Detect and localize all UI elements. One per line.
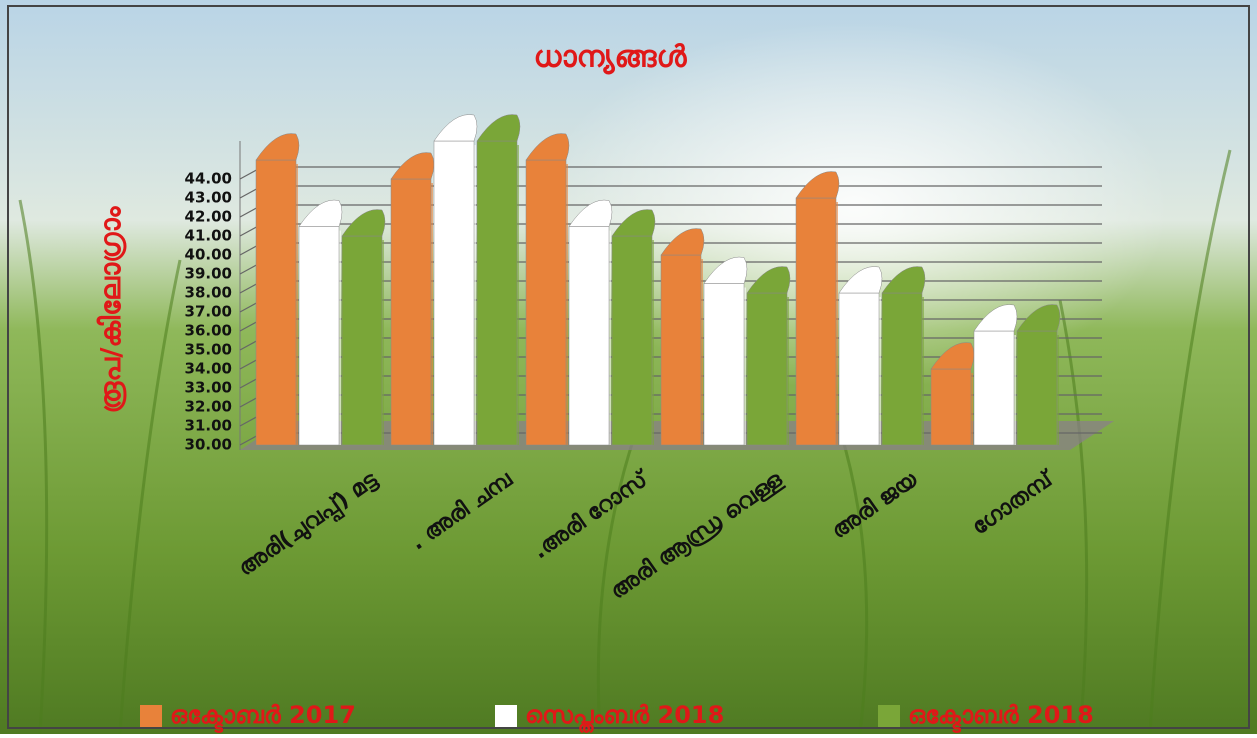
y-tick-label: 32.00 bbox=[185, 398, 232, 416]
bar-cap bbox=[611, 209, 656, 237]
y-tick-label: 44.00 bbox=[185, 170, 232, 188]
legend-swatch bbox=[878, 705, 900, 727]
y-tick-label: 34.00 bbox=[185, 360, 232, 378]
y-axis-label: രൂപ/കിലോഗ്രാം bbox=[94, 205, 127, 413]
bar-cap bbox=[476, 114, 521, 142]
bar bbox=[525, 159, 567, 446]
bar-cap bbox=[881, 266, 926, 294]
legend-swatch bbox=[495, 705, 517, 727]
bar-cap bbox=[568, 199, 613, 227]
y-tick-label: 39.00 bbox=[185, 265, 232, 283]
y-tick-label: 40.00 bbox=[185, 246, 232, 264]
legend-label: ഒക്ടോബർ 2017 bbox=[170, 701, 356, 734]
bar-cap bbox=[525, 133, 570, 161]
bar bbox=[433, 140, 475, 446]
bar bbox=[1016, 330, 1058, 446]
grass bbox=[18, 149, 1232, 735]
bar bbox=[703, 283, 745, 446]
bar bbox=[795, 197, 837, 446]
bar-cap bbox=[298, 199, 343, 227]
bar-cap bbox=[1016, 304, 1061, 332]
bar bbox=[660, 254, 702, 446]
chart-title: ധാന്യങ്ങൾ bbox=[534, 40, 688, 76]
bar-cap bbox=[838, 266, 883, 294]
y-tick-label: 43.00 bbox=[185, 189, 232, 207]
bar-cap bbox=[930, 342, 975, 370]
bar-cap bbox=[390, 152, 435, 180]
bar bbox=[390, 178, 432, 446]
bar bbox=[973, 330, 1015, 446]
y-tick-label: 35.00 bbox=[185, 341, 232, 359]
bar-cap bbox=[255, 133, 300, 161]
bar bbox=[746, 292, 788, 446]
y-tick-label: 41.00 bbox=[185, 227, 232, 245]
legend-swatch bbox=[140, 705, 162, 727]
bar bbox=[838, 292, 880, 446]
bar-cap bbox=[973, 304, 1018, 332]
y-tick-label: 42.00 bbox=[185, 208, 232, 226]
bar-cap bbox=[746, 266, 791, 294]
bar bbox=[298, 226, 340, 446]
bar-cap bbox=[433, 114, 478, 142]
y-tick-label: 37.00 bbox=[185, 303, 232, 321]
bar-cap bbox=[341, 209, 386, 237]
y-tick-label: 33.00 bbox=[185, 379, 232, 397]
y-tick-label: 38.00 bbox=[185, 284, 232, 302]
bar-cap bbox=[703, 256, 748, 284]
bar bbox=[611, 235, 653, 446]
legend-label: ഒക്ടോബർ 2018 bbox=[908, 701, 1094, 734]
legend-label: സെപ്തംബർ 2018 bbox=[525, 701, 724, 734]
bar bbox=[476, 140, 518, 446]
bar bbox=[881, 292, 923, 446]
bar bbox=[930, 368, 972, 446]
bar-cap bbox=[660, 228, 705, 256]
bar bbox=[255, 159, 297, 446]
bar bbox=[341, 235, 383, 446]
bar bbox=[568, 226, 610, 446]
bar-cap bbox=[795, 171, 840, 199]
y-tick-label: 31.00 bbox=[185, 417, 232, 435]
y-tick-label: 36.00 bbox=[185, 322, 232, 340]
y-tick-label: 30.00 bbox=[185, 436, 232, 454]
frame bbox=[7, 5, 1250, 729]
